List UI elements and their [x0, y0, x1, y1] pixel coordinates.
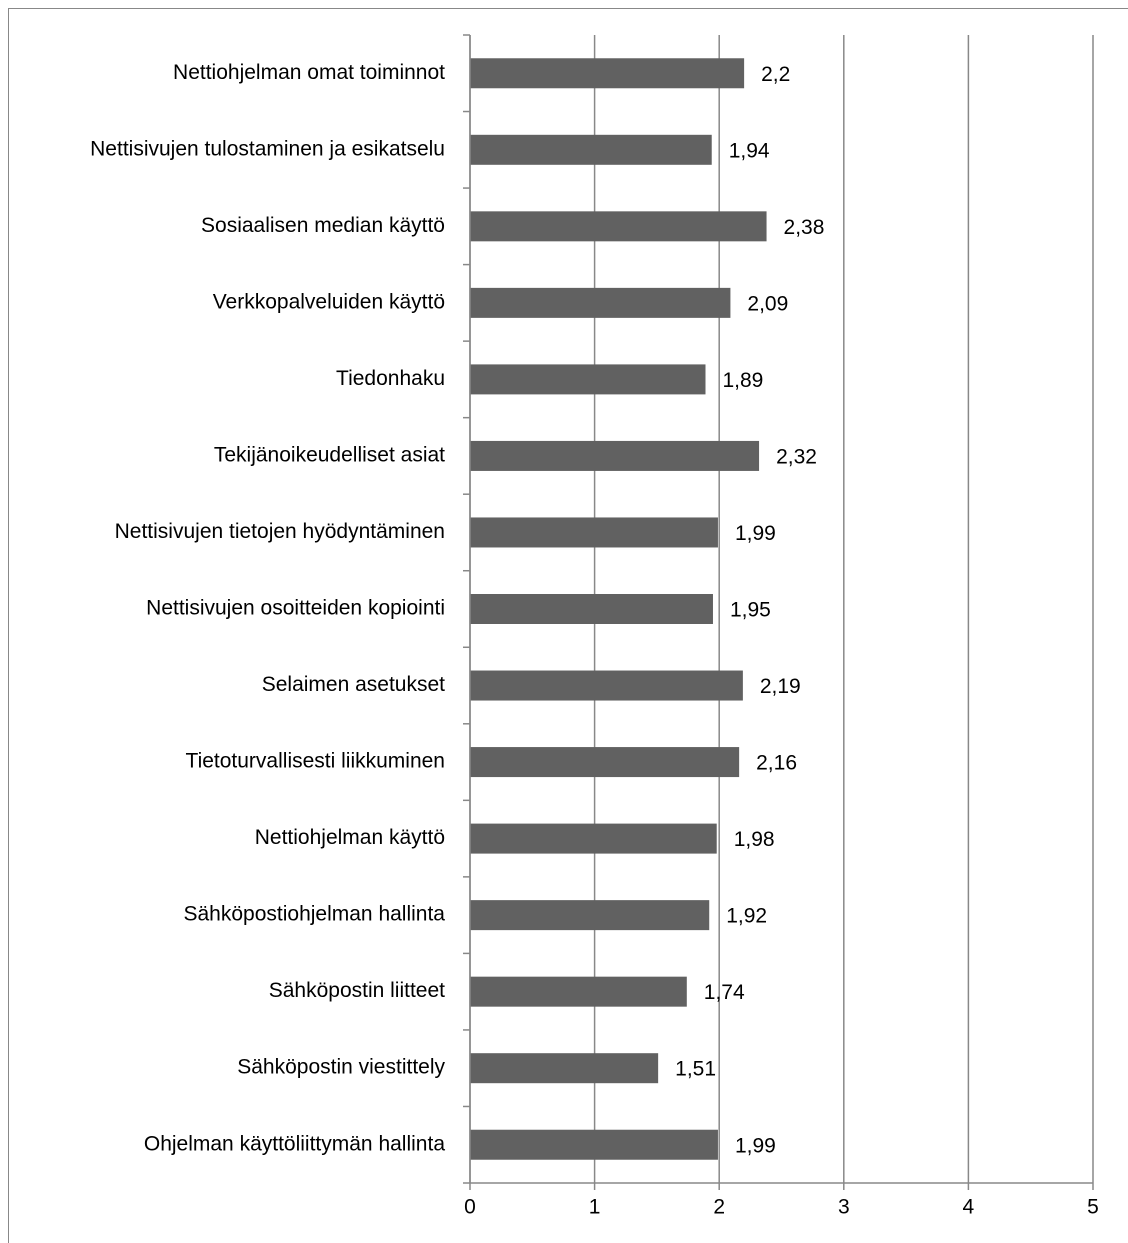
y-tick-label: Sähköpostin viestittely [237, 1056, 445, 1079]
bar [470, 670, 743, 701]
value-label: 2,2 [761, 63, 790, 86]
y-tick-label: Tiedonhaku [336, 367, 445, 390]
y-tick-label: Tekijänoikeudelliset asiat [214, 443, 445, 466]
value-label: 1,92 [726, 905, 767, 928]
y-tick-label: Verkkopalveluiden käyttö [213, 290, 445, 313]
bar [470, 440, 760, 471]
x-tick-label: 4 [963, 1196, 975, 1219]
y-tick-label: Nettisivujen osoitteiden kopiointi [146, 597, 445, 620]
bar [470, 517, 718, 548]
bar [470, 364, 706, 395]
bar [470, 211, 767, 242]
y-tick-label: Nettiohjelman käyttö [255, 826, 445, 849]
y-tick-label: Sähköpostiohjelman hallinta [183, 903, 445, 926]
y-tick-label: Nettisivujen tietojen hyödyntäminen [115, 520, 445, 543]
y-tick-label: Sosiaalisen median käyttö [201, 214, 445, 237]
value-label: 2,32 [776, 445, 817, 468]
value-label: 2,38 [784, 216, 825, 239]
bar [470, 134, 712, 165]
y-tick-label: Selaimen asetukset [262, 673, 445, 696]
value-label: 1,98 [734, 828, 775, 851]
bar [470, 747, 740, 778]
bar [470, 976, 687, 1007]
bar [470, 900, 710, 931]
x-tick-label: 2 [713, 1196, 725, 1219]
bar [470, 287, 731, 318]
x-tick-label: 0 [464, 1196, 476, 1219]
x-tick-label: 1 [589, 1196, 601, 1219]
value-label: 1,99 [735, 1134, 776, 1157]
value-label: 2,09 [747, 292, 788, 315]
bar [470, 1129, 718, 1160]
value-label: 1,74 [704, 981, 745, 1004]
y-tick-label: Tietoturvallisesti liikkuminen [186, 750, 445, 773]
value-label: 1,99 [735, 522, 776, 545]
y-tick-label: Ohjelman käyttöliittymän hallinta [144, 1132, 445, 1155]
value-label: 2,19 [760, 675, 801, 698]
value-label: 1,95 [730, 599, 771, 622]
bar [470, 823, 717, 854]
value-label: 2,16 [756, 752, 797, 775]
bar [470, 594, 713, 624]
y-tick-label: Nettisivujen tulostaminen ja esikatselu [90, 137, 445, 160]
value-label: 1,51 [675, 1058, 716, 1081]
bar [470, 58, 745, 89]
x-tick-label: 5 [1087, 1196, 1099, 1219]
y-tick-label: Nettiohjelman omat toiminnot [173, 61, 445, 84]
x-tick-label: 3 [838, 1196, 850, 1219]
value-label: 1,94 [729, 139, 770, 162]
y-tick-label: Sähköpostin liitteet [269, 979, 445, 1002]
value-label: 1,89 [722, 369, 763, 392]
bar [470, 1053, 659, 1084]
